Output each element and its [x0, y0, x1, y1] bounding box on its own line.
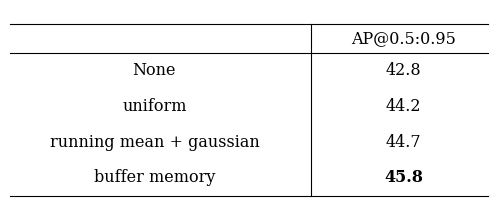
Text: 45.8: 45.8 — [384, 170, 423, 186]
Text: 44.7: 44.7 — [385, 134, 421, 151]
Text: None: None — [132, 62, 176, 79]
Text: running mean + gaussian: running mean + gaussian — [49, 134, 259, 151]
Text: AP@0.5:0.95: AP@0.5:0.95 — [351, 30, 456, 47]
Text: 44.2: 44.2 — [385, 98, 421, 115]
Text: uniform: uniform — [122, 98, 187, 115]
Text: buffer memory: buffer memory — [94, 170, 215, 186]
Text: 42.8: 42.8 — [385, 62, 421, 79]
